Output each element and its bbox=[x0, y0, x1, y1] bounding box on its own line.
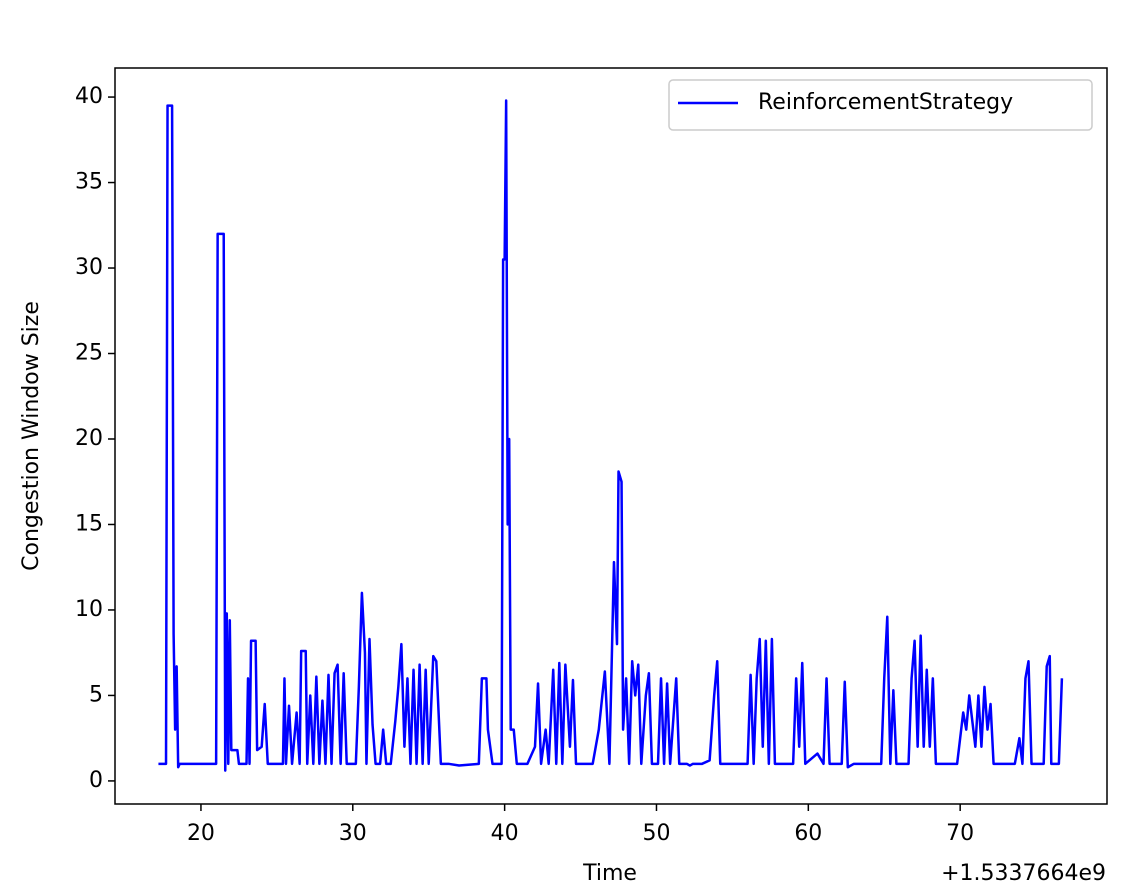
x-tick-label: 40 bbox=[491, 821, 519, 846]
legend-box bbox=[668, 79, 1093, 131]
x-tick-label: 20 bbox=[187, 821, 215, 846]
y-axis-label: Congestion Window Size bbox=[19, 301, 44, 571]
y-tick-label: 35 bbox=[75, 170, 103, 195]
line bbox=[158, 99, 1064, 772]
y-tick-label: 30 bbox=[75, 255, 103, 280]
y-tick-label: 20 bbox=[75, 426, 103, 451]
y-tick-label: 25 bbox=[75, 341, 103, 366]
legend-label: ReinforcementStrategy bbox=[758, 90, 1013, 115]
x-tick-label: 30 bbox=[339, 821, 367, 846]
x-offset-label: +1.5337664e9 bbox=[941, 861, 1106, 886]
y-tick-label: 10 bbox=[75, 597, 103, 622]
y-tick-label: 0 bbox=[89, 768, 103, 793]
x-tick-label: 50 bbox=[642, 821, 670, 846]
x-tick-label: 70 bbox=[946, 821, 974, 846]
y-tick-label: 15 bbox=[75, 511, 103, 536]
y-tick-label: 5 bbox=[89, 682, 103, 707]
plot-frame bbox=[114, 67, 1108, 805]
y-tick-label: 40 bbox=[75, 84, 103, 109]
x-tick-label: 60 bbox=[794, 821, 822, 846]
x-axis-label: Time bbox=[582, 861, 637, 886]
